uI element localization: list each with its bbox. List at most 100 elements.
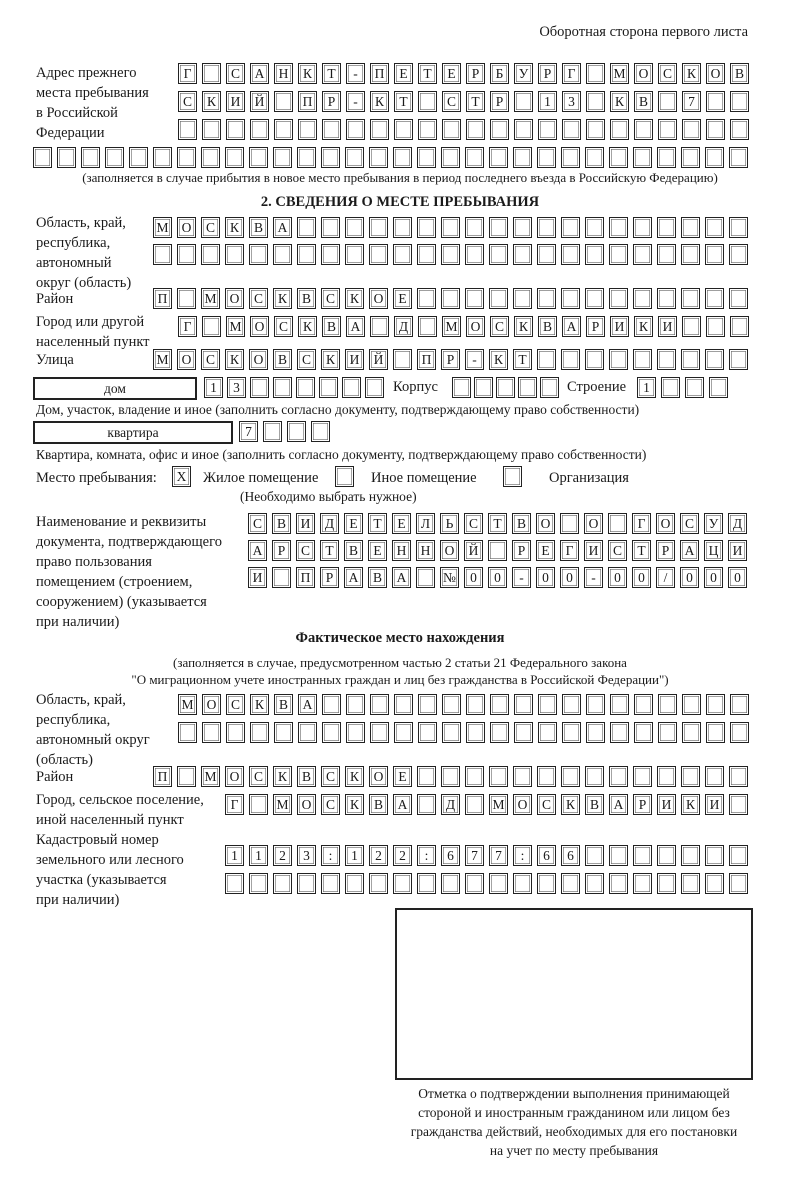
- char-cell[interactable]: -: [346, 91, 365, 112]
- char-cell[interactable]: 2: [273, 845, 292, 866]
- char-cell[interactable]: [442, 119, 461, 140]
- char-cell[interactable]: [346, 119, 365, 140]
- char-cell[interactable]: [537, 147, 556, 168]
- char-cell[interactable]: [730, 722, 749, 743]
- char-cell[interactable]: 0: [680, 567, 699, 588]
- char-cell[interactable]: [705, 147, 724, 168]
- char-cell[interactable]: В: [512, 513, 531, 534]
- char-cell[interactable]: И: [658, 316, 677, 337]
- char-cell[interactable]: И: [584, 540, 603, 561]
- char-cell[interactable]: [177, 244, 196, 265]
- char-cell[interactable]: [513, 288, 532, 309]
- char-cell[interactable]: [682, 722, 701, 743]
- char-cell[interactable]: О: [656, 513, 675, 534]
- char-cell[interactable]: [250, 722, 269, 743]
- char-cell[interactable]: [442, 722, 461, 743]
- char-cell[interactable]: [417, 217, 436, 238]
- char-cell[interactable]: К: [225, 349, 244, 370]
- char-cell[interactable]: О: [466, 316, 485, 337]
- char-cell[interactable]: [513, 873, 532, 894]
- char-cell[interactable]: [153, 244, 172, 265]
- char-cell[interactable]: С: [608, 540, 627, 561]
- char-cell[interactable]: /: [656, 567, 675, 588]
- char-cell[interactable]: [609, 873, 628, 894]
- char-cell[interactable]: [298, 119, 317, 140]
- char-cell[interactable]: С: [226, 694, 245, 715]
- flat-type-field[interactable]: квартира: [33, 421, 233, 444]
- char-cell[interactable]: Г: [178, 316, 197, 337]
- char-cell[interactable]: 0: [704, 567, 723, 588]
- char-cell[interactable]: [561, 217, 580, 238]
- char-cell[interactable]: [417, 794, 436, 815]
- char-cell[interactable]: [274, 91, 293, 112]
- option-other-premises-checkbox[interactable]: [335, 466, 354, 487]
- char-cell[interactable]: [657, 288, 676, 309]
- char-cell[interactable]: 0: [728, 567, 747, 588]
- char-cell[interactable]: А: [250, 63, 269, 84]
- char-cell[interactable]: [272, 567, 291, 588]
- char-cell[interactable]: [661, 377, 680, 398]
- char-cell[interactable]: [273, 244, 292, 265]
- char-cell[interactable]: [633, 244, 652, 265]
- char-cell[interactable]: [417, 147, 436, 168]
- char-cell[interactable]: В: [344, 540, 363, 561]
- char-cell[interactable]: [585, 217, 604, 238]
- char-cell[interactable]: С: [249, 288, 268, 309]
- char-cell[interactable]: Р: [512, 540, 531, 561]
- char-cell[interactable]: [634, 722, 653, 743]
- char-cell[interactable]: [465, 147, 484, 168]
- char-cell[interactable]: [610, 119, 629, 140]
- char-cell[interactable]: П: [417, 349, 436, 370]
- char-cell[interactable]: 7: [489, 845, 508, 866]
- char-cell[interactable]: [705, 349, 724, 370]
- char-cell[interactable]: [609, 217, 628, 238]
- char-cell[interactable]: Р: [441, 349, 460, 370]
- char-cell[interactable]: К: [273, 766, 292, 787]
- char-cell[interactable]: И: [345, 349, 364, 370]
- char-cell[interactable]: [585, 147, 604, 168]
- char-cell[interactable]: [287, 421, 306, 442]
- char-cell[interactable]: [489, 873, 508, 894]
- char-cell[interactable]: [681, 845, 700, 866]
- char-cell[interactable]: О: [513, 794, 532, 815]
- char-cell[interactable]: [705, 244, 724, 265]
- char-cell[interactable]: В: [538, 316, 557, 337]
- char-cell[interactable]: [513, 147, 532, 168]
- char-cell[interactable]: [561, 288, 580, 309]
- char-cell[interactable]: В: [249, 217, 268, 238]
- char-cell[interactable]: [540, 377, 559, 398]
- char-cell[interactable]: С: [178, 91, 197, 112]
- char-cell[interactable]: [201, 147, 220, 168]
- char-cell[interactable]: [705, 288, 724, 309]
- char-cell[interactable]: [658, 694, 677, 715]
- char-cell[interactable]: У: [514, 63, 533, 84]
- char-cell[interactable]: В: [634, 91, 653, 112]
- char-cell[interactable]: [681, 244, 700, 265]
- char-cell[interactable]: М: [273, 794, 292, 815]
- char-cell[interactable]: [81, 147, 100, 168]
- char-cell[interactable]: А: [392, 567, 411, 588]
- char-cell[interactable]: :: [321, 845, 340, 866]
- char-cell[interactable]: [585, 766, 604, 787]
- char-cell[interactable]: [441, 217, 460, 238]
- char-cell[interactable]: [33, 147, 52, 168]
- house-type-field[interactable]: дом: [33, 377, 197, 400]
- char-cell[interactable]: 3: [227, 377, 246, 398]
- char-cell[interactable]: [202, 316, 221, 337]
- char-cell[interactable]: [729, 244, 748, 265]
- char-cell[interactable]: М: [226, 316, 245, 337]
- char-cell[interactable]: [682, 694, 701, 715]
- char-cell[interactable]: [417, 873, 436, 894]
- char-cell[interactable]: К: [345, 794, 364, 815]
- char-cell[interactable]: [657, 244, 676, 265]
- char-cell[interactable]: [560, 513, 579, 534]
- char-cell[interactable]: Й: [369, 349, 388, 370]
- char-cell[interactable]: Ц: [704, 540, 723, 561]
- char-cell[interactable]: А: [346, 316, 365, 337]
- char-cell[interactable]: [681, 147, 700, 168]
- char-cell[interactable]: А: [298, 694, 317, 715]
- char-cell[interactable]: С: [490, 316, 509, 337]
- char-cell[interactable]: К: [514, 316, 533, 337]
- char-cell[interactable]: [226, 722, 245, 743]
- char-cell[interactable]: [346, 722, 365, 743]
